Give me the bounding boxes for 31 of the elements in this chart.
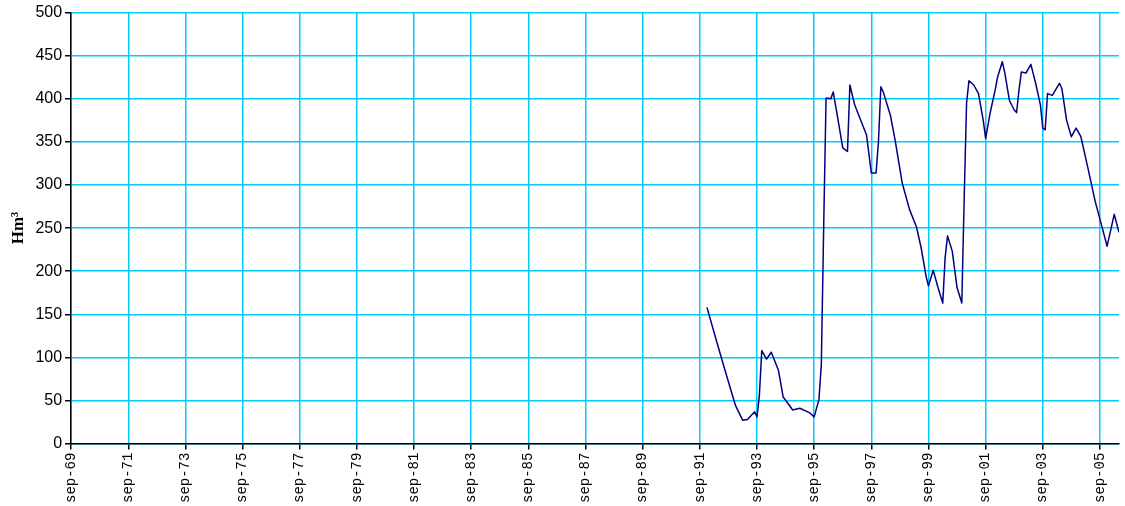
x-tick-label: sep-91 [691, 452, 708, 504]
y-tick-label: 50 [44, 390, 63, 408]
y-tick-label: 450 [35, 46, 63, 64]
x-tick-label: sep-73 [177, 452, 194, 504]
x-tick-label: sep-79 [348, 452, 365, 504]
y-tick-label: 100 [35, 347, 63, 365]
x-tick-label: sep-93 [748, 452, 765, 504]
y-tick-label: 400 [35, 89, 63, 107]
x-tick-label: sep-87 [577, 452, 594, 504]
x-tick-label: sep-97 [863, 452, 880, 504]
y-tick-label: 350 [35, 132, 63, 150]
x-tick-label: sep-69 [62, 452, 79, 504]
x-tick-label: sep-05 [1091, 452, 1108, 504]
x-tick-label: sep-83 [462, 452, 479, 504]
x-tick-label: sep-03 [1034, 452, 1051, 504]
y-tick-label: 0 [53, 434, 63, 451]
x-tick-label: sep-85 [520, 452, 537, 504]
y-tick-label: 150 [35, 304, 63, 322]
y-tick-label: 200 [35, 261, 63, 279]
y-tick-label: 500 [35, 3, 63, 21]
x-tick-label: sep-89 [634, 452, 651, 504]
x-tick-label: sep-75 [234, 452, 251, 504]
x-tick-label: sep-77 [291, 452, 308, 504]
x-tick-label: sep-95 [805, 452, 822, 504]
x-tick-label: sep-99 [920, 452, 937, 504]
y-axis-title: Hm³ [7, 211, 27, 245]
x-tick-label: sep-01 [977, 452, 994, 504]
y-tick-label: 300 [35, 175, 63, 193]
x-tick-label: sep-71 [119, 452, 136, 504]
x-tick-label: sep-81 [405, 452, 422, 504]
y-tick-label: 250 [35, 218, 63, 236]
